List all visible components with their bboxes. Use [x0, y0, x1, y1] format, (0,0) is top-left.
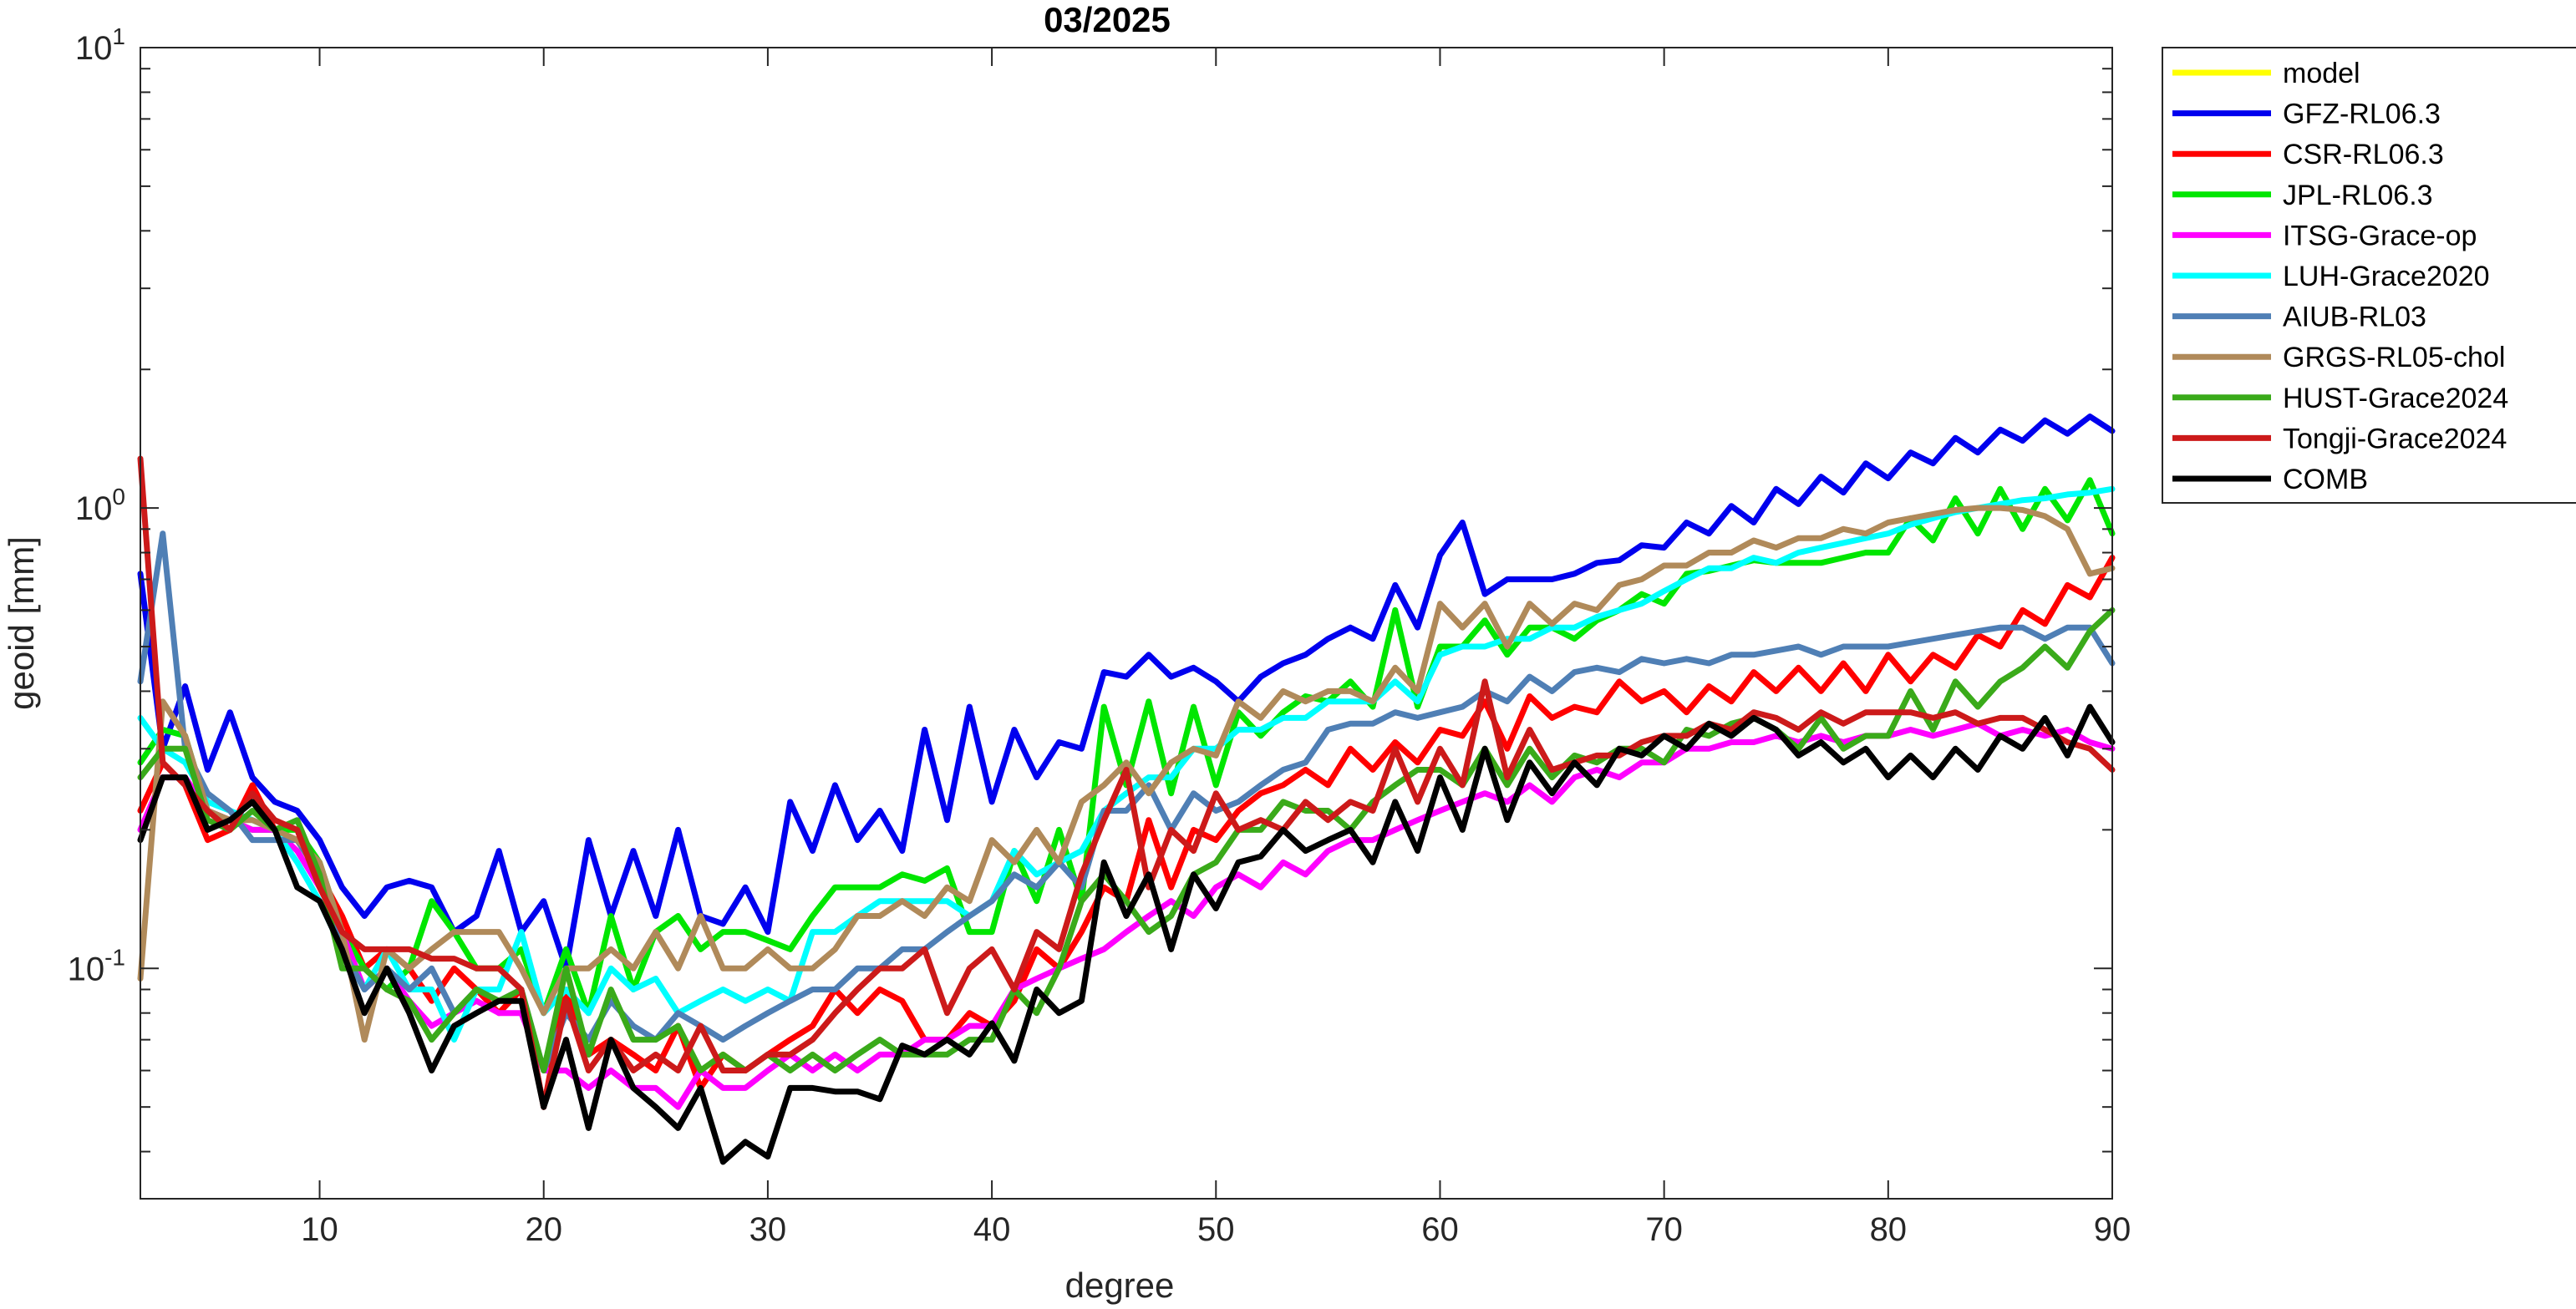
x-tick-label: 40 [973, 1211, 1011, 1248]
x-tick-label: 90 [2094, 1211, 2131, 1248]
legend-entry-label: GFZ-RL06.3 [2283, 99, 2441, 130]
x-tick-label: 30 [749, 1211, 787, 1248]
legend-entry-label: model [2283, 58, 2360, 89]
x-tick-label: 20 [525, 1211, 562, 1248]
series-line-grgs-rl05-chol [137, 505, 2116, 1043]
legend-entry-label: ITSG-Grace-op [2283, 220, 2477, 251]
series-line-comb [137, 703, 2116, 1165]
series-layer [137, 414, 2116, 1165]
x-tick-label: 60 [1421, 1211, 1459, 1248]
legend-entry-label: COMB [2283, 464, 2368, 495]
legend-entry-label: CSR-RL06.3 [2283, 139, 2444, 170]
x-tick-label: 70 [1645, 1211, 1683, 1248]
legend-box [2162, 47, 2576, 504]
legend-entry-label: Tongji-Grace2024 [2283, 423, 2507, 454]
y-tick-label: 10-1 [68, 944, 125, 987]
legend-entry-label: HUST-Grace2024 [2283, 383, 2508, 414]
legend: model GFZ-RL06.3 CSR-RL06.3 JPL-RL06.3 ITSG-… [2162, 47, 2576, 504]
y-tick-label: 101 [75, 23, 125, 67]
y-tick-label: 100 [75, 484, 125, 527]
x-axis-label: degree [1065, 1266, 1175, 1305]
legend-entry-label: JPL-RL06.3 [2283, 180, 2433, 211]
axes-box [140, 47, 2113, 1200]
series-line-luh-grace2020 [137, 485, 2116, 1043]
chart-title: 03/2025 [1044, 0, 1171, 39]
series-line-tongji-grace2024 [137, 455, 2116, 1110]
x-tick-label: 50 [1197, 1211, 1235, 1248]
legend-entry-label: LUH-Grace2020 [2283, 261, 2490, 292]
x-tick-label: 80 [1870, 1211, 1908, 1248]
x-tick-label: 10 [301, 1211, 338, 1248]
axis-ticks: 10 20 30 40 50 60 70 80 90 10-1 100 101 [68, 23, 2131, 1248]
series-line-gfz-rl06-3 [137, 414, 2116, 972]
y-axis-label: geoid [mm] [2, 536, 41, 710]
legend-entry-label: GRGS-RL05-chol [2283, 342, 2505, 373]
legend-entry-label: AIUB-RL03 [2283, 302, 2426, 333]
